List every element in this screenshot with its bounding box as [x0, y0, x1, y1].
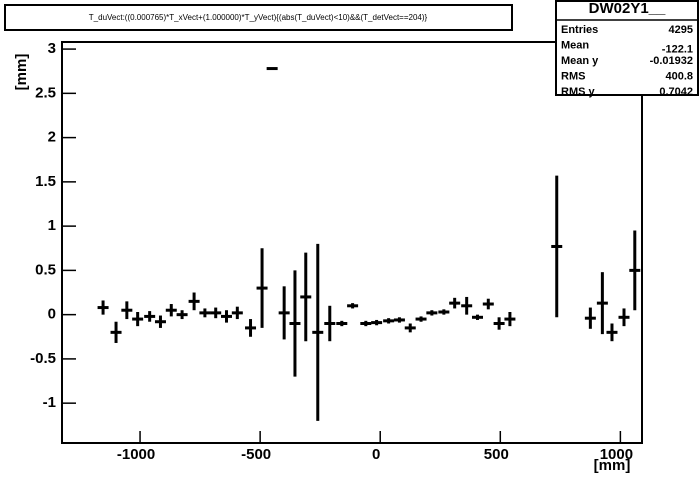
x-tick-label: 0 — [372, 446, 380, 463]
chart-title: T_duVect:((0.000765)*T_xVect+(1.000000)*… — [89, 13, 428, 22]
y-tick-label: -0.5 — [30, 350, 56, 367]
stat-label: Mean y — [561, 55, 599, 67]
plot-frame — [61, 41, 643, 444]
y-axis-label: [mm] — [13, 54, 30, 91]
x-tick-label: -1000 — [117, 446, 155, 463]
x-axis-label: [mm] — [594, 457, 631, 474]
y-tick-label: 1.5 — [35, 173, 56, 190]
y-tick-label: 0 — [48, 306, 56, 323]
y-tick-label: -1 — [43, 394, 56, 411]
stats-title: DW02Y1__ — [589, 0, 666, 17]
stat-value: 400.8 — [665, 70, 693, 82]
stat-label: RMS y — [561, 86, 596, 98]
stats-box — [555, 0, 699, 96]
stat-value: 0.7042 — [659, 86, 693, 98]
stat-value: -0.01932 — [650, 55, 693, 67]
stat-label: Entries — [561, 24, 598, 36]
x-tick-label: -500 — [241, 446, 271, 463]
y-tick-label: 3 — [48, 40, 56, 57]
y-tick-label: 2 — [48, 129, 56, 146]
x-tick-label: 1000 — [600, 446, 633, 463]
x-tick-label: 500 — [484, 446, 509, 463]
stat-value: -122.1 — [662, 43, 693, 55]
title-box — [4, 4, 513, 31]
y-tick-label: 0.5 — [35, 261, 56, 278]
stat-value: 4295 — [669, 24, 693, 36]
stat-label: RMS — [561, 70, 585, 82]
y-tick-label: 1 — [48, 217, 56, 234]
stat-label: Mean — [561, 39, 589, 51]
y-tick-label: 2.5 — [35, 84, 56, 101]
